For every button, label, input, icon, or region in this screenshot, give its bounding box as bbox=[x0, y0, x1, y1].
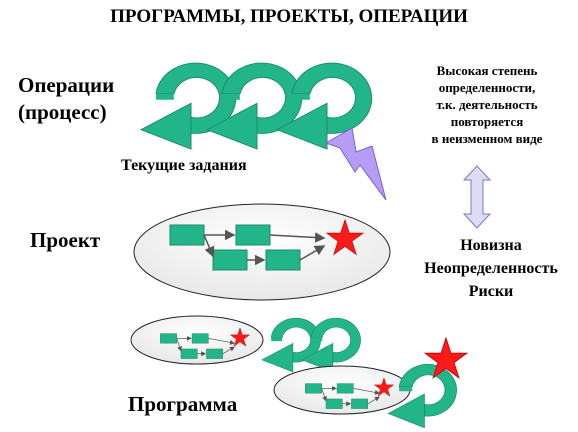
novelty-line2: Неопределенность bbox=[424, 260, 558, 277]
program-cycles-1 bbox=[261, 317, 361, 373]
lightning-icon bbox=[324, 127, 387, 201]
task-box bbox=[235, 224, 271, 246]
novelty-line3: Риски bbox=[468, 283, 514, 300]
double-arrow-icon bbox=[462, 165, 492, 229]
certainty-line2: определенности, bbox=[438, 80, 536, 95]
certainty-line1: Высокая степень bbox=[436, 63, 538, 78]
operations-label-line1: Операции bbox=[18, 73, 115, 97]
program-label: Программа bbox=[128, 392, 238, 416]
novelty-note: Новизна Неопределенность Риски bbox=[404, 234, 578, 303]
program-ellipse-1 bbox=[130, 315, 264, 365]
task-box bbox=[212, 249, 248, 271]
novelty-line1: Новизна bbox=[460, 237, 522, 254]
task-box bbox=[265, 249, 301, 271]
project-label: Проект bbox=[30, 228, 101, 252]
program-ellipse-2 bbox=[273, 365, 411, 415]
page-title: ПРОГРАММЫ, ПРОЕКТЫ, ОПЕРАЦИИ bbox=[110, 6, 468, 27]
certainty-line4: повторяется bbox=[450, 114, 524, 129]
project-ellipse bbox=[133, 203, 391, 301]
certainty-line3: т.к. деятельность bbox=[436, 97, 538, 112]
task-box bbox=[169, 224, 205, 246]
certainty-line5: в неизменном виде bbox=[431, 131, 543, 146]
current-tasks-label: Текущие задания bbox=[121, 157, 247, 174]
operations-label: Операции (процесс) bbox=[18, 72, 114, 126]
cycle-arrow-icon bbox=[140, 62, 237, 150]
certainty-note: Высокая степень определенности, т.к. дея… bbox=[404, 62, 570, 147]
operations-label-line2: (процесс) bbox=[18, 100, 107, 124]
